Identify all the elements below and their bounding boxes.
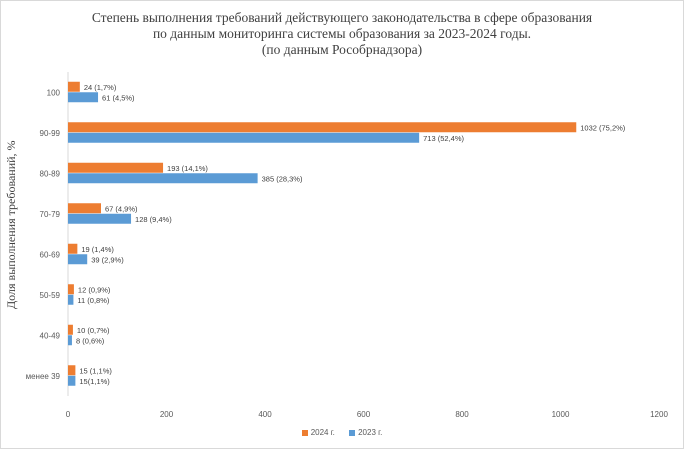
data-label: 1032 (75,2%) xyxy=(580,124,626,133)
data-label: 385 (28,3%) xyxy=(262,175,303,184)
bar-2023 xyxy=(68,213,132,224)
category-label: 90-99 xyxy=(40,129,61,138)
bar-2023 xyxy=(68,173,258,184)
chart-title-line-1: Степень выполнения требований действующе… xyxy=(91,10,593,25)
legend-label-2023: 2023 г. xyxy=(358,428,383,437)
x-tick-label: 200 xyxy=(160,410,174,419)
bar-2024 xyxy=(68,203,101,214)
legend: 2024 г. 2023 г. xyxy=(0,428,684,437)
bar-2023 xyxy=(68,294,74,305)
legend-swatch-2024 xyxy=(301,429,308,436)
x-tick-label: 0 xyxy=(66,410,71,419)
data-label: 19 (1,4%) xyxy=(81,245,114,254)
category-label: менее 39 xyxy=(26,372,61,381)
legend-label-2024: 2024 г. xyxy=(310,428,335,437)
x-tick-label: 600 xyxy=(357,410,371,419)
bar-2024 xyxy=(68,81,80,92)
category-label: 60-69 xyxy=(40,250,61,259)
category-label: 100 xyxy=(47,88,61,97)
x-tick-label: 800 xyxy=(455,410,469,419)
category-label: 80-89 xyxy=(40,169,61,178)
category-label: 40-49 xyxy=(40,331,61,340)
x-tick-label: 1000 xyxy=(552,410,570,419)
bar-2023 xyxy=(68,254,88,265)
bar-2023 xyxy=(68,375,76,386)
x-tick-label: 1200 xyxy=(650,410,668,419)
bar-2024 xyxy=(68,122,577,133)
data-label: 15 (1,1%) xyxy=(79,367,112,376)
data-label: 713 (52,4%) xyxy=(423,134,464,143)
bar-2023 xyxy=(68,335,72,346)
bar-2023 xyxy=(68,92,99,103)
data-label: 128 (9,4%) xyxy=(135,215,172,224)
data-label: 11 (0,8%) xyxy=(77,296,109,305)
data-label: 39 (2,9%) xyxy=(91,256,124,265)
data-label: 24 (1,7%) xyxy=(84,83,117,92)
category-label: 50-59 xyxy=(40,291,61,300)
data-label: 15(1,1%) xyxy=(79,377,110,386)
x-tick-label: 400 xyxy=(258,410,272,419)
bar-2024 xyxy=(68,365,76,376)
bar-2023 xyxy=(68,132,420,143)
bar-2024 xyxy=(68,284,74,295)
legend-swatch-2023 xyxy=(349,429,356,436)
data-label: 67 (4,9%) xyxy=(105,205,138,214)
legend-item-2024: 2024 г. xyxy=(301,428,335,437)
data-label: 193 (14,1%) xyxy=(167,164,208,173)
category-label: 70-79 xyxy=(40,210,61,219)
data-label: 61 (4,5%) xyxy=(102,94,135,103)
bar-2024 xyxy=(68,324,73,335)
data-label: 10 (0,7%) xyxy=(77,326,110,335)
chart-title-line-3: (по данным Рособрнадзора) xyxy=(261,42,423,57)
data-label: 8 (0,6%) xyxy=(76,337,105,346)
bar-2024 xyxy=(68,243,78,254)
data-label: 12 (0,9%) xyxy=(78,286,111,295)
legend-item-2023: 2023 г. xyxy=(349,428,382,437)
bar-2024 xyxy=(68,162,164,173)
chart-title-line-2: по данным мониторинга системы образовани… xyxy=(152,26,532,41)
